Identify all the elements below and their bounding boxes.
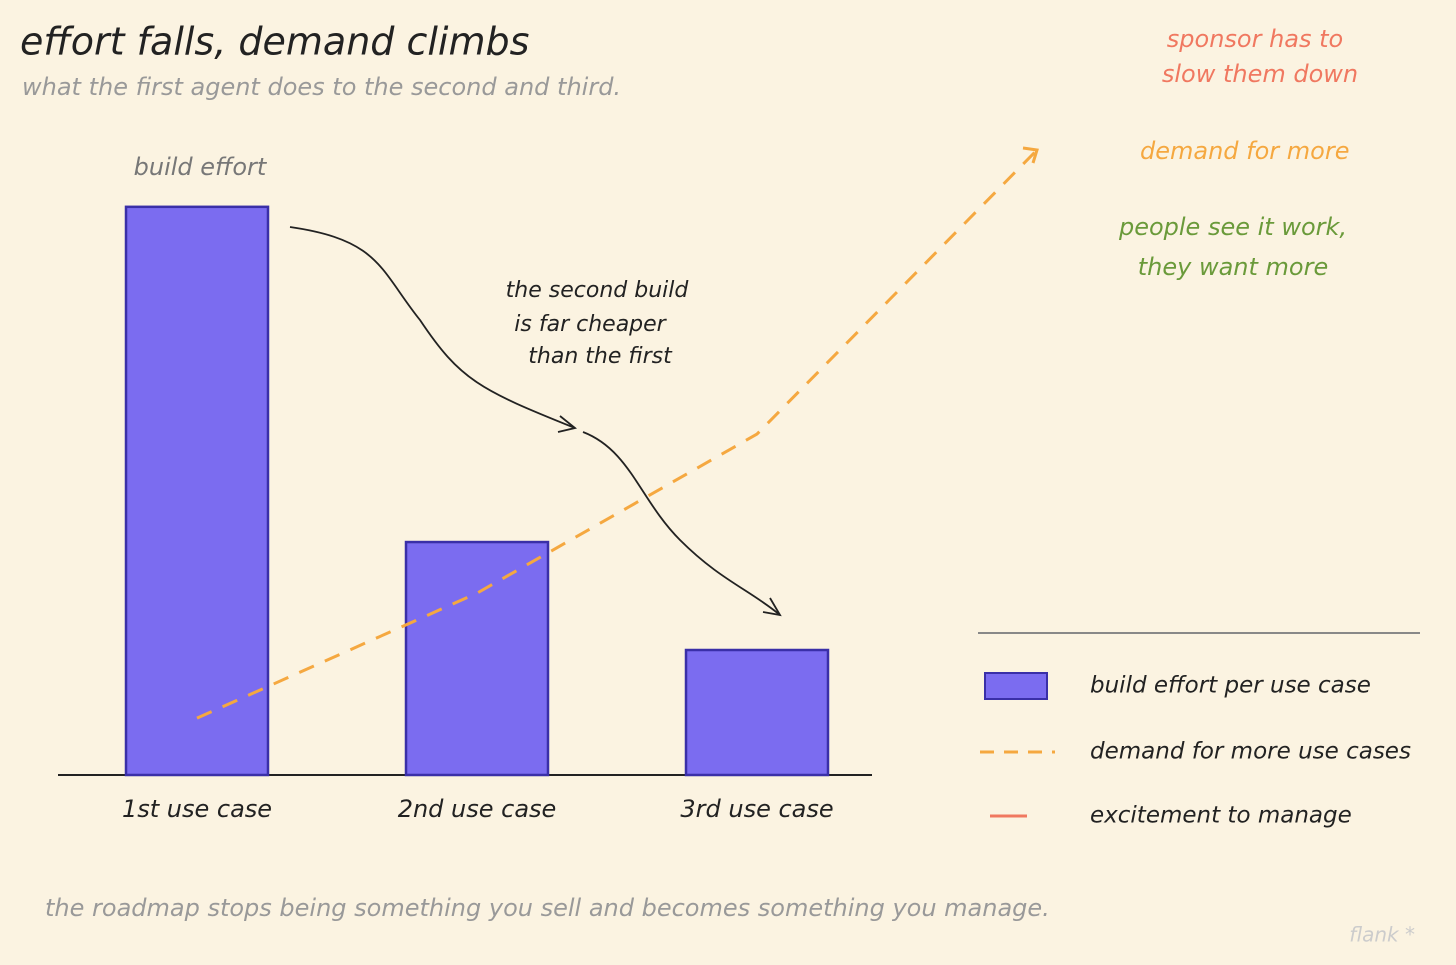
bar [404, 540, 550, 777]
arrow-head [762, 597, 782, 617]
legend-label: demand for more use cases [1090, 739, 1411, 765]
arrow-head [557, 415, 578, 433]
chart-subtitle: what the first agent does to the second … [22, 73, 621, 101]
bar [124, 205, 270, 777]
arrow [582, 431, 781, 616]
legend-label: excitement to manage [1090, 803, 1352, 829]
annotation: is far cheaper [514, 312, 667, 337]
annotation: slow them down [1162, 60, 1358, 88]
arrow [289, 226, 576, 429]
annotation: demand for more [1140, 137, 1349, 165]
footer: the roadmap stops being something you se… [45, 894, 1050, 922]
signature: flank * [1349, 923, 1415, 947]
chart-title: effort falls, demand climbs [20, 20, 529, 64]
annotation: sponsor has to [1167, 25, 1343, 53]
annotation: people see it work, [1118, 213, 1347, 241]
annotation: the second build [506, 278, 690, 303]
x-tick-label: 3rd use case [680, 795, 833, 823]
x-tick-label: 1st use case [122, 795, 272, 823]
annotation: than the first [528, 344, 673, 369]
annotation: they want more [1138, 253, 1329, 281]
legend-swatch [984, 672, 1048, 700]
x-tick-label: 2nd use case [398, 795, 557, 823]
bar-annotation: build effort [134, 153, 268, 181]
arrow-head [1022, 146, 1039, 164]
bar [684, 648, 830, 777]
demand-line [196, 148, 1039, 720]
legend-label: build effort per use case [1090, 673, 1371, 699]
